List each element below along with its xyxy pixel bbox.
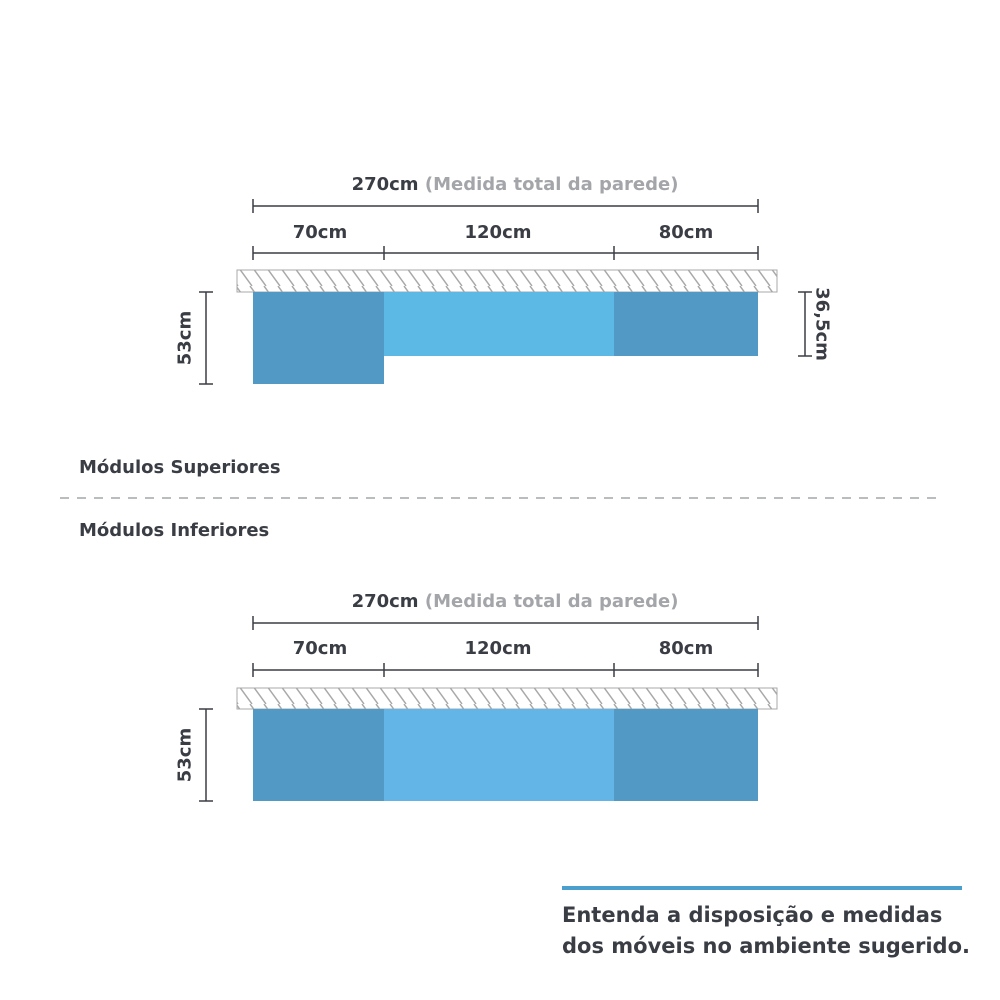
upper-wall-hatch [236, 269, 778, 293]
upper-total-note: (Medida total da parede) [424, 174, 679, 195]
caption: Entenda a disposição e medidas dos móvei… [562, 900, 970, 962]
lower-segment-label-3: 80cm [658, 638, 714, 659]
upper-segment-label-1: 70cm [292, 222, 348, 243]
upper-module-left [253, 292, 384, 384]
upper-total-label: 270cm (Medida total da parede) [352, 174, 679, 195]
caption-line-2: dos móveis no ambiente sugerido. [562, 934, 970, 958]
upper-total-dimension-line [252, 199, 759, 213]
lower-segment-dimension-line [252, 663, 759, 677]
caption-accent-bar [562, 886, 962, 890]
lower-left-height-line [199, 708, 213, 802]
upper-module-middle [384, 292, 614, 356]
upper-segment-label-2: 120cm [464, 222, 532, 243]
upper-segment-label-3: 80cm [658, 222, 714, 243]
lower-left-height-label: 53cm [174, 727, 196, 783]
upper-right-height-line [798, 291, 812, 357]
lower-diagram [199, 616, 778, 802]
lower-segment-label-1: 70cm [292, 638, 348, 659]
lower-segment-label-2: 120cm [464, 638, 532, 659]
upper-right-height-label: 36,5cm [811, 287, 833, 361]
upper-left-height-label: 53cm [174, 310, 196, 366]
lower-module-right [614, 709, 758, 801]
lower-module-left [253, 709, 384, 801]
lower-wall-hatch [236, 687, 778, 710]
upper-left-height-line [199, 291, 213, 385]
section-title-lower: Módulos Inferiores [79, 520, 270, 541]
upper-module-right [614, 292, 758, 356]
upper-diagram [199, 199, 812, 385]
lower-total-note: (Medida total da parede) [424, 591, 679, 612]
upper-segment-dimension-line [252, 246, 759, 260]
lower-total-value: 270cm [351, 591, 419, 612]
lower-module-middle [384, 709, 614, 801]
lower-total-dimension-line [252, 616, 759, 630]
upper-total-value: 270cm [351, 174, 419, 195]
section-title-upper: Módulos Superiores [79, 457, 281, 478]
lower-total-label: 270cm (Medida total da parede) [352, 591, 679, 612]
caption-line-1: Entenda a disposição e medidas [562, 903, 943, 927]
